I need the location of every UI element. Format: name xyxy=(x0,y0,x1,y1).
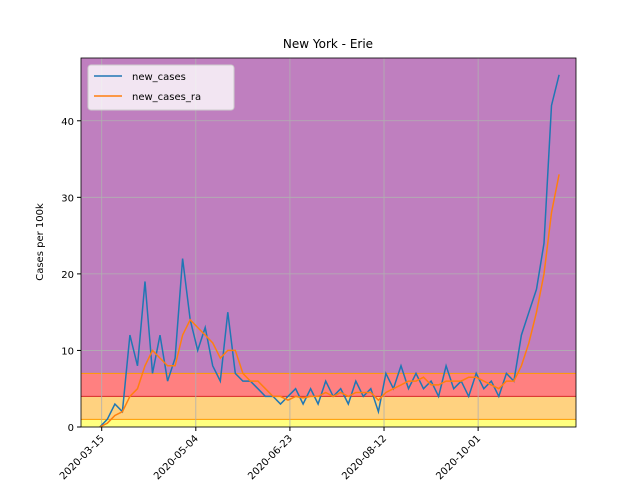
x-tick-label: 2020-05-04 xyxy=(152,433,201,480)
y-tick-label: 10 xyxy=(61,346,74,357)
y-axis-label: Cases per 100k xyxy=(35,203,46,281)
threshold-band xyxy=(81,419,576,427)
y-tick-label: 30 xyxy=(61,193,74,204)
threshold-band xyxy=(81,58,576,374)
series-line xyxy=(99,74,560,428)
legend-label: new_cases_ra xyxy=(132,92,201,103)
y-tick-label: 40 xyxy=(61,117,74,128)
legend-label: new_cases xyxy=(132,72,186,83)
x-tick-label: 2020-08-12 xyxy=(340,433,389,480)
x-tick-label: 2020-10-01 xyxy=(434,433,483,480)
x-tick-label: 2020-03-15 xyxy=(58,433,107,480)
legend: new_cases new_cases_ra xyxy=(87,64,235,111)
plot-frame xyxy=(80,57,577,428)
legend-box xyxy=(87,64,235,111)
series-line xyxy=(99,174,560,428)
x-tick-label: 2020-06-23 xyxy=(246,433,295,480)
y-tick-label: 20 xyxy=(61,270,74,281)
threshold-band xyxy=(81,396,576,420)
chart-title: New York - Erie xyxy=(283,37,373,51)
threshold-band xyxy=(81,373,576,397)
y-tick-label: 0 xyxy=(68,423,74,434)
